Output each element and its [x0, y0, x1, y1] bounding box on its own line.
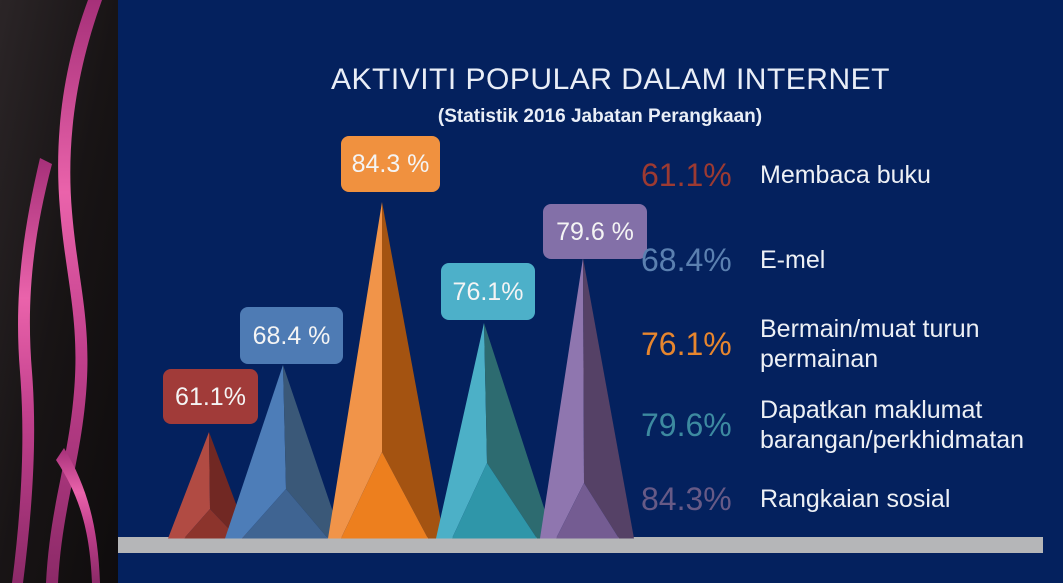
pyramid-orange-front-face	[341, 452, 428, 539]
pyramid-blue-front-face	[242, 489, 328, 539]
data-label-red-pyramid: 61.1%	[163, 369, 258, 424]
legend-value: 61.1%	[641, 156, 732, 193]
pyramid-teal-left-face	[436, 323, 487, 539]
data-label-purple-pyramid: 79.6 %	[543, 204, 647, 259]
legend-label: Dapatkan maklumat barangan/perkhidmatan	[760, 396, 1025, 454]
chart-legend: 61.1% Membaca buku 68.4% E-mel 76.1% Ber…	[641, 0, 1051, 583]
pyramid-blue-right-face	[283, 365, 342, 539]
sidebar-decoration	[0, 0, 118, 583]
pyramid-purple-left-face	[540, 258, 584, 539]
legend-label: Bermain/muat turun permainan	[760, 315, 980, 373]
ribbon-main	[46, 0, 102, 583]
legend-label: E-mel	[760, 246, 826, 274]
pyramid-purple-front-face	[556, 483, 619, 539]
data-label-blue-pyramid: 68.4 %	[240, 307, 343, 364]
pyramid-teal-right-face	[484, 323, 554, 539]
pyramid-orange-left-face	[328, 202, 382, 539]
pyramid-teal-front-face	[452, 463, 537, 539]
data-label-teal-pyramid: 76.1%	[441, 263, 535, 320]
ribbon-fork	[56, 448, 100, 583]
legend-item-dapatkan-maklumat: 79.6% Dapatkan maklumat barangan/perkhid…	[641, 394, 1040, 456]
pyramid-orange-right-face	[382, 202, 444, 539]
data-label-orange-pyramid: 84.3 %	[341, 136, 440, 192]
legend-item-rangkaian-sosial: 84.3% Rangkaian sosial	[641, 474, 1040, 524]
legend-value: 79.6%	[641, 406, 732, 443]
ribbon-secondary	[12, 158, 52, 583]
legend-label: Membaca buku	[760, 161, 931, 189]
pyramid-red-left-face	[168, 432, 210, 539]
slide-subtitle: (Statistik 2016 Jabatan Perangkaan)	[437, 106, 763, 127]
pyramid-purple-right-face	[583, 258, 634, 539]
pyramid-blue-left-face	[225, 365, 286, 539]
legend-item-bermain: 76.1% Bermain/muat turun permainan	[641, 313, 1040, 375]
legend-value: 76.1%	[641, 325, 732, 362]
ribbon-graphic	[0, 0, 118, 583]
legend-value: 68.4%	[641, 241, 732, 278]
legend-value: 84.3%	[641, 480, 732, 517]
pyramid-teal	[436, 323, 554, 539]
chart-baseline-bar	[118, 537, 1043, 553]
pyramid-orange	[328, 202, 444, 539]
legend-label: Rangkaian sosial	[760, 485, 951, 513]
pyramid-red-front-face	[184, 509, 238, 539]
legend-item-membaca-buku: 61.1% Membaca buku	[641, 150, 1040, 200]
slide-title: AKTIVITI POPULAR DALAM INTERNET	[331, 63, 890, 96]
legend-item-e-mel: 68.4% E-mel	[641, 235, 1040, 285]
pyramid-purple	[540, 258, 634, 539]
pyramid-blue	[225, 365, 342, 539]
